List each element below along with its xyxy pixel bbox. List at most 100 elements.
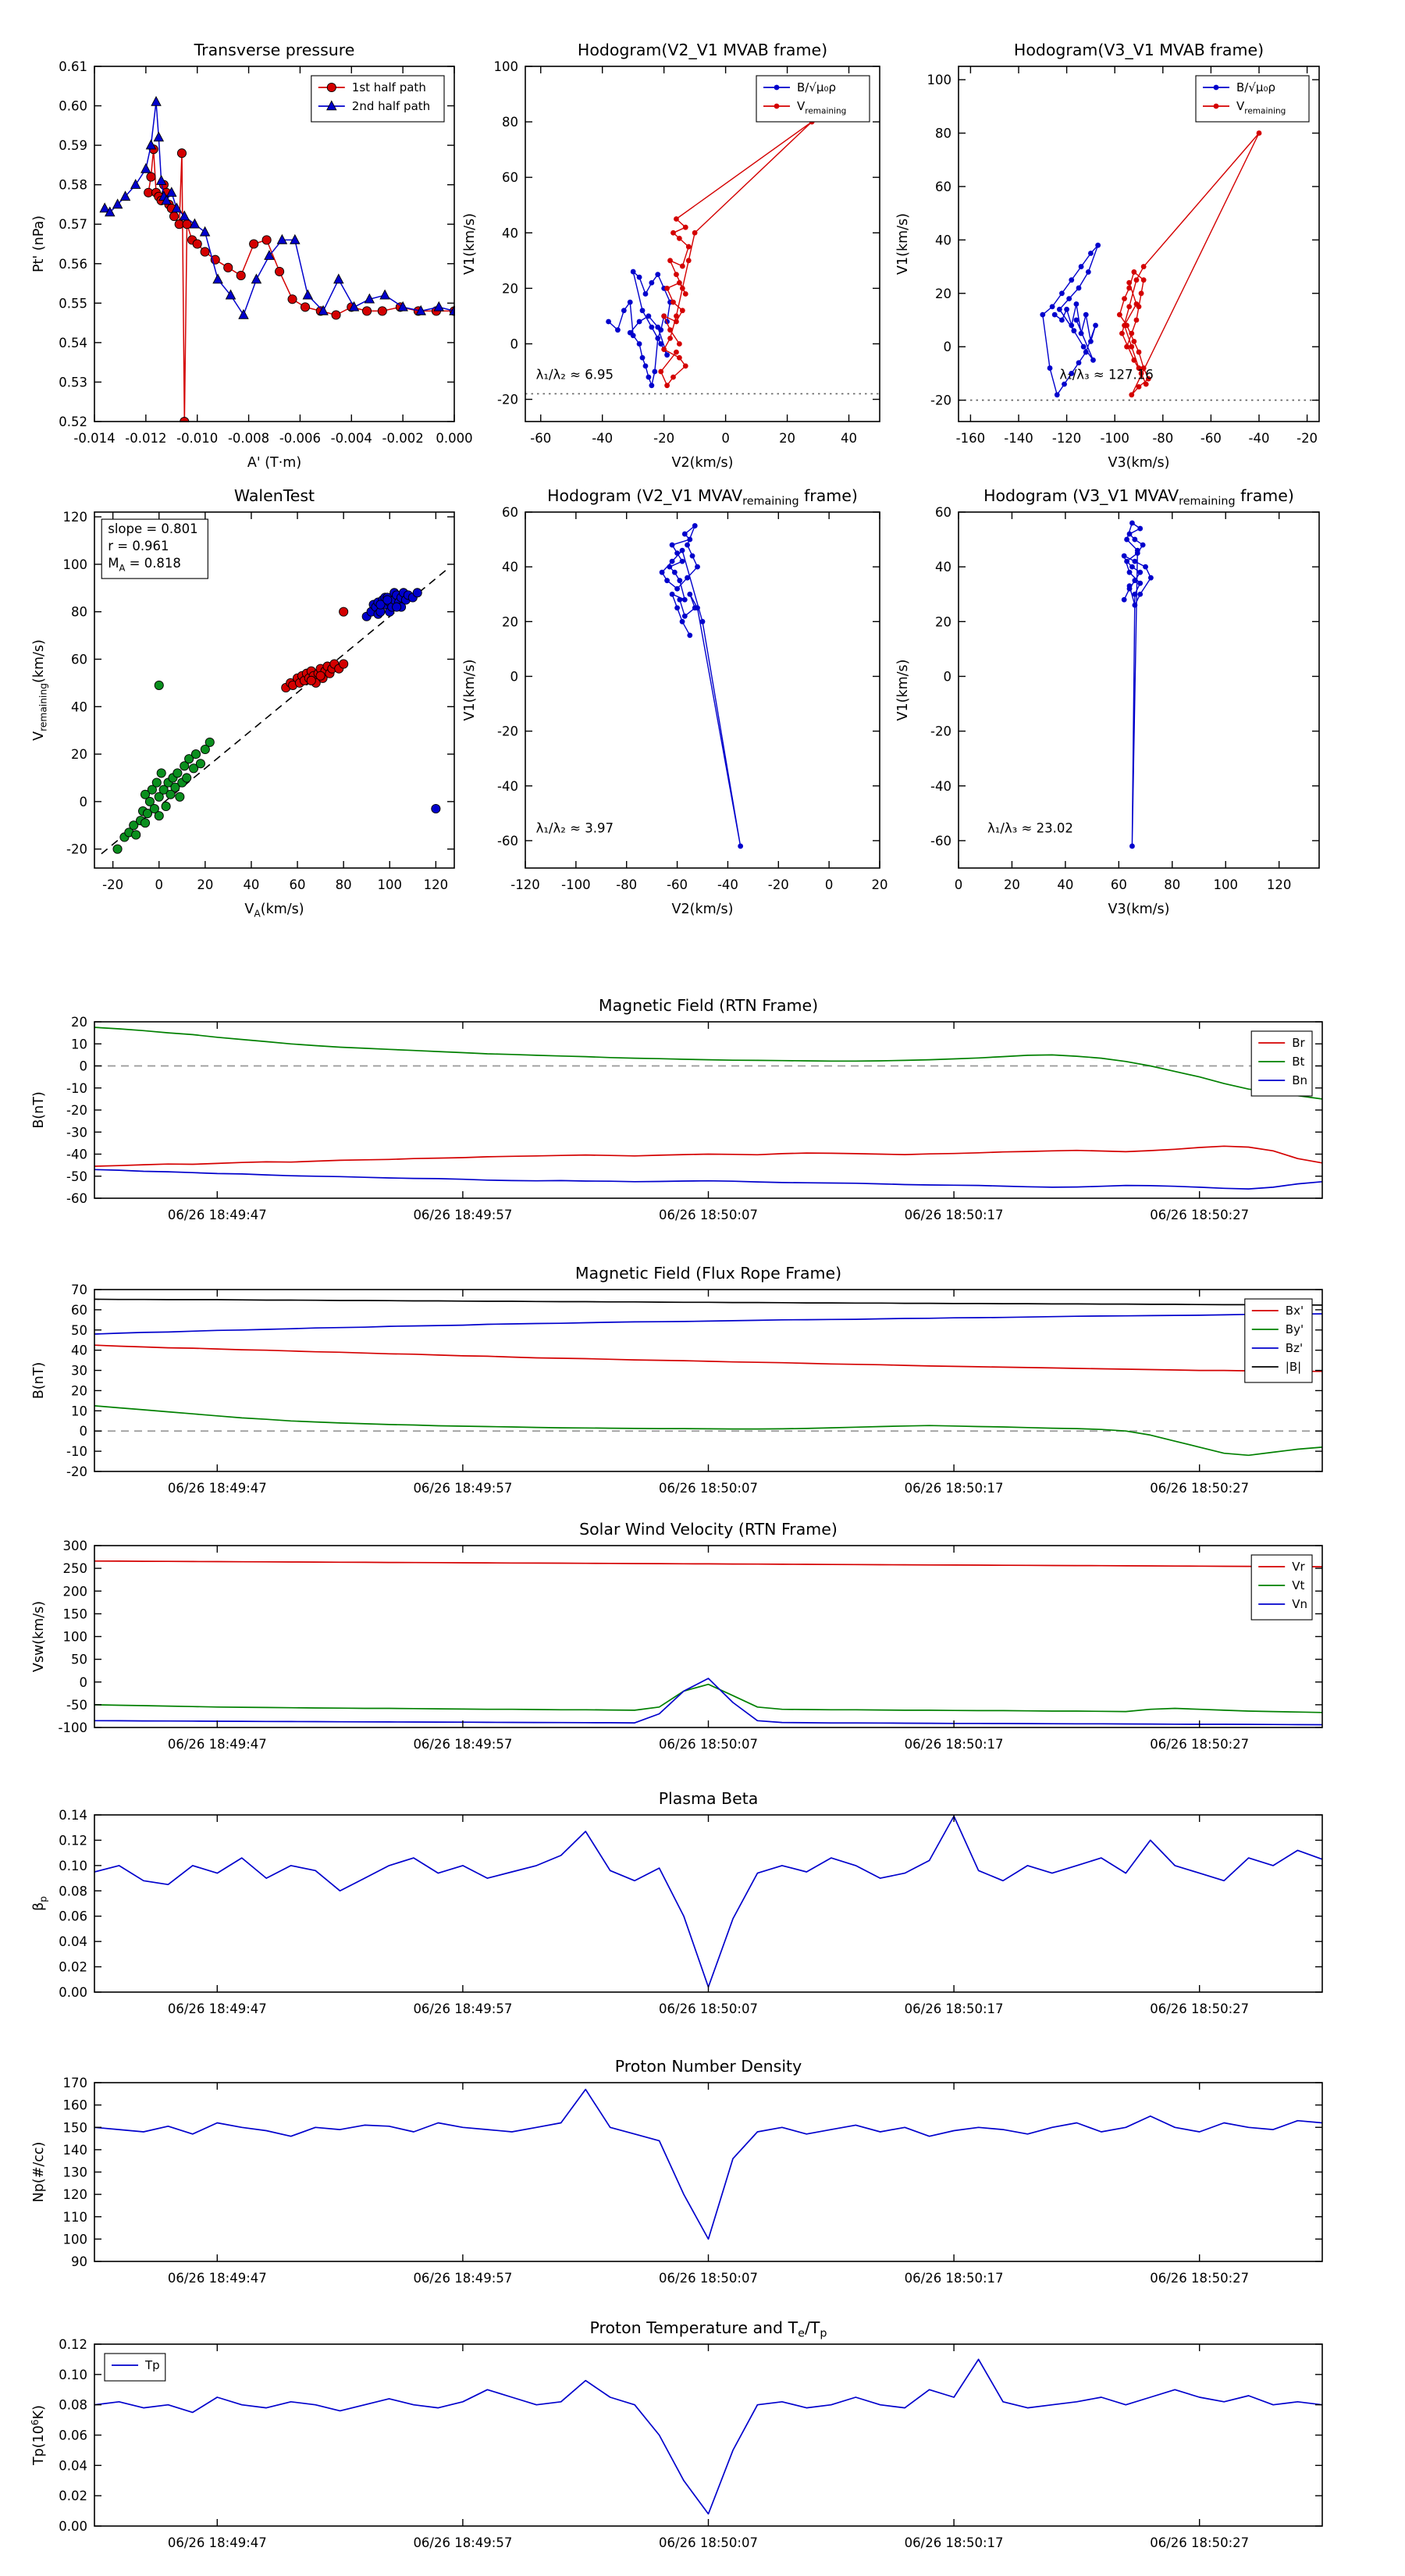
y-tick-label: 200 (63, 1584, 88, 1599)
y-tick-label: 60 (935, 505, 951, 520)
legend: B/√μ₀ρ Vremaining (756, 75, 870, 123)
chart-p2: -60 -40 -20 0 20 40 -20 0 20 40 60 80 100 Hodogram(V2… (462, 41, 880, 471)
x-tick-label: 06/26 18:49:47 (168, 2271, 267, 2286)
x-tick-label: 06/26 18:50:27 (1150, 1481, 1249, 1496)
legend-label: Tp (144, 2358, 160, 2372)
y-tick-label: 100 (927, 73, 952, 87)
y-tick-label: 0.58 (59, 178, 87, 193)
x-tick-label: 0 (155, 877, 163, 892)
chart-tsD: 06/26 18:49:47 06/26 18:49:57 06/26 18:50:… (31, 1789, 1323, 2016)
y-tick-label: 0.08 (59, 2398, 87, 2413)
chart-tsF: 06/26 18:49:47 06/26 18:49:57 06/26 18:50:… (30, 2318, 1323, 2550)
x-tick-label: -0.008 (228, 431, 269, 446)
y-axis-label: B(nT) (31, 1362, 47, 1399)
y-tick-label: 0.06 (59, 2428, 87, 2443)
legend: Bx' By' Bz' |B| (1244, 1298, 1313, 1383)
x-tick-label: 20 (197, 877, 213, 892)
legend-label: Vremaining (797, 99, 846, 116)
annotation-line: slope = 0.801 (108, 521, 197, 536)
x-tick-label: 06/26 18:50:27 (1150, 2001, 1249, 2016)
y-tick-label: 40 (935, 233, 951, 247)
legend-label: B/√μ₀ρ (1236, 80, 1275, 94)
plot-area (99, 95, 455, 422)
y-tick-label: -20 (497, 393, 518, 407)
y-tick-label: 120 (63, 510, 88, 525)
y-tick-label: 100 (63, 2232, 88, 2247)
legend-label: Bt (1292, 1055, 1304, 1069)
y-tick-label: 150 (63, 1606, 88, 1621)
y-axis-label: V1(km/s) (895, 660, 911, 721)
y-tick-label: 20 (935, 286, 951, 301)
x-tick-label: 06/26 18:49:47 (168, 2001, 267, 2016)
x-tick-label: 06/26 18:50:07 (659, 2535, 758, 2550)
x-tick-label: 40 (243, 877, 259, 892)
y-tick-label: 100 (63, 1630, 88, 1645)
legend-label: 1st half path (352, 80, 426, 94)
legend: Br Bt Bn (1250, 1030, 1313, 1097)
annotation: λ₁/λ₂ ≈ 3.97 (536, 820, 614, 835)
y-tick-label: -30 (66, 1125, 87, 1140)
chart-title: Plasma Beta (659, 1789, 759, 1808)
legend-label: Br (1292, 1036, 1305, 1050)
x-tick-label: 20 (1004, 877, 1020, 892)
chart-title: WalenTest (234, 486, 315, 505)
y-tick-label: 20 (71, 1383, 87, 1398)
legend-label: Vn (1292, 1597, 1307, 1611)
y-tick-label: 170 (63, 2076, 88, 2090)
y-tick-label: -60 (497, 834, 518, 849)
plot-area (94, 1298, 1323, 1457)
y-tick-label: 100 (63, 557, 88, 572)
y-tick-label: 0.61 (59, 59, 87, 74)
plot-area (94, 1560, 1323, 1726)
y-tick-label: 0.06 (59, 1909, 87, 1924)
x-tick-label: 60 (290, 877, 306, 892)
annotation: λ₁/λ₃ ≈ 127.16 (1059, 367, 1153, 382)
y-tick-label: -40 (930, 779, 951, 794)
x-tick-label: 06/26 18:50:17 (905, 2001, 1004, 2016)
chart-tsB: 06/26 18:49:47 06/26 18:49:57 06/26 18:50:… (31, 1264, 1323, 1496)
x-axis-label: A' (T·m) (247, 455, 301, 471)
chart-title: Magnetic Field (Flux Rope Frame) (575, 1264, 841, 1283)
x-tick-label: -120 (510, 877, 539, 892)
chart-title: Hodogram (V2_V1 MVAVremaining frame) (547, 486, 858, 508)
x-tick-label: 06/26 18:50:17 (905, 2535, 1004, 2550)
y-tick-label: -100 (59, 1720, 87, 1735)
y-tick-label: 0.00 (59, 1985, 87, 2000)
x-axis-label: V2(km/s) (672, 902, 734, 917)
y-tick-label: 0.02 (59, 1960, 87, 1975)
y-tick-label: 300 (63, 1539, 88, 1553)
x-tick-label: 80 (336, 877, 352, 892)
x-tick-label: 0 (825, 877, 834, 892)
x-tick-label: 06/26 18:50:27 (1150, 2271, 1249, 2286)
annotation: λ₁/λ₃ ≈ 23.02 (987, 820, 1073, 835)
legend-label: Bn (1292, 1073, 1307, 1087)
x-tick-label: 06/26 18:49:47 (168, 2535, 267, 2550)
y-tick-label: 0.12 (59, 1833, 87, 1848)
x-tick-label: 0.000 (436, 431, 472, 446)
chart-tsA: 06/26 18:49:47 06/26 18:49:57 06/26 18:50:… (31, 996, 1323, 1222)
y-tick-label: 40 (71, 1343, 87, 1358)
x-tick-label: 0 (721, 431, 730, 446)
y-tick-label: 120 (63, 2187, 88, 2202)
y-tick-label: 60 (502, 170, 518, 185)
chart-title: Hodogram(V2_V1 MVAB frame) (578, 41, 827, 60)
y-tick-label: 20 (71, 1015, 87, 1030)
x-tick-label: -100 (1100, 431, 1129, 446)
y-tick-label: 0 (944, 340, 952, 354)
y-tick-label: 0.52 (59, 415, 87, 429)
x-tick-label: -140 (1004, 431, 1033, 446)
chart-title: Solar Wind Velocity (RTN Frame) (579, 1520, 838, 1539)
annotation: λ₁/λ₂ ≈ 6.95 (536, 367, 614, 382)
y-tick-label: -20 (66, 1464, 87, 1479)
chart-tsC: 06/26 18:49:47 06/26 18:49:57 06/26 18:50:… (31, 1520, 1323, 1752)
x-tick-label: 06/26 18:50:17 (905, 1737, 1004, 1752)
x-tick-label: -0.014 (73, 431, 115, 446)
chart-title: Transverse pressure (194, 41, 355, 59)
y-tick-label: -20 (930, 393, 951, 408)
y-axis-label: Np(#/cc) (31, 2142, 47, 2203)
x-tick-label: -40 (717, 877, 738, 892)
y-tick-label: 0.08 (59, 1884, 87, 1898)
y-tick-label: 0.53 (59, 375, 87, 390)
